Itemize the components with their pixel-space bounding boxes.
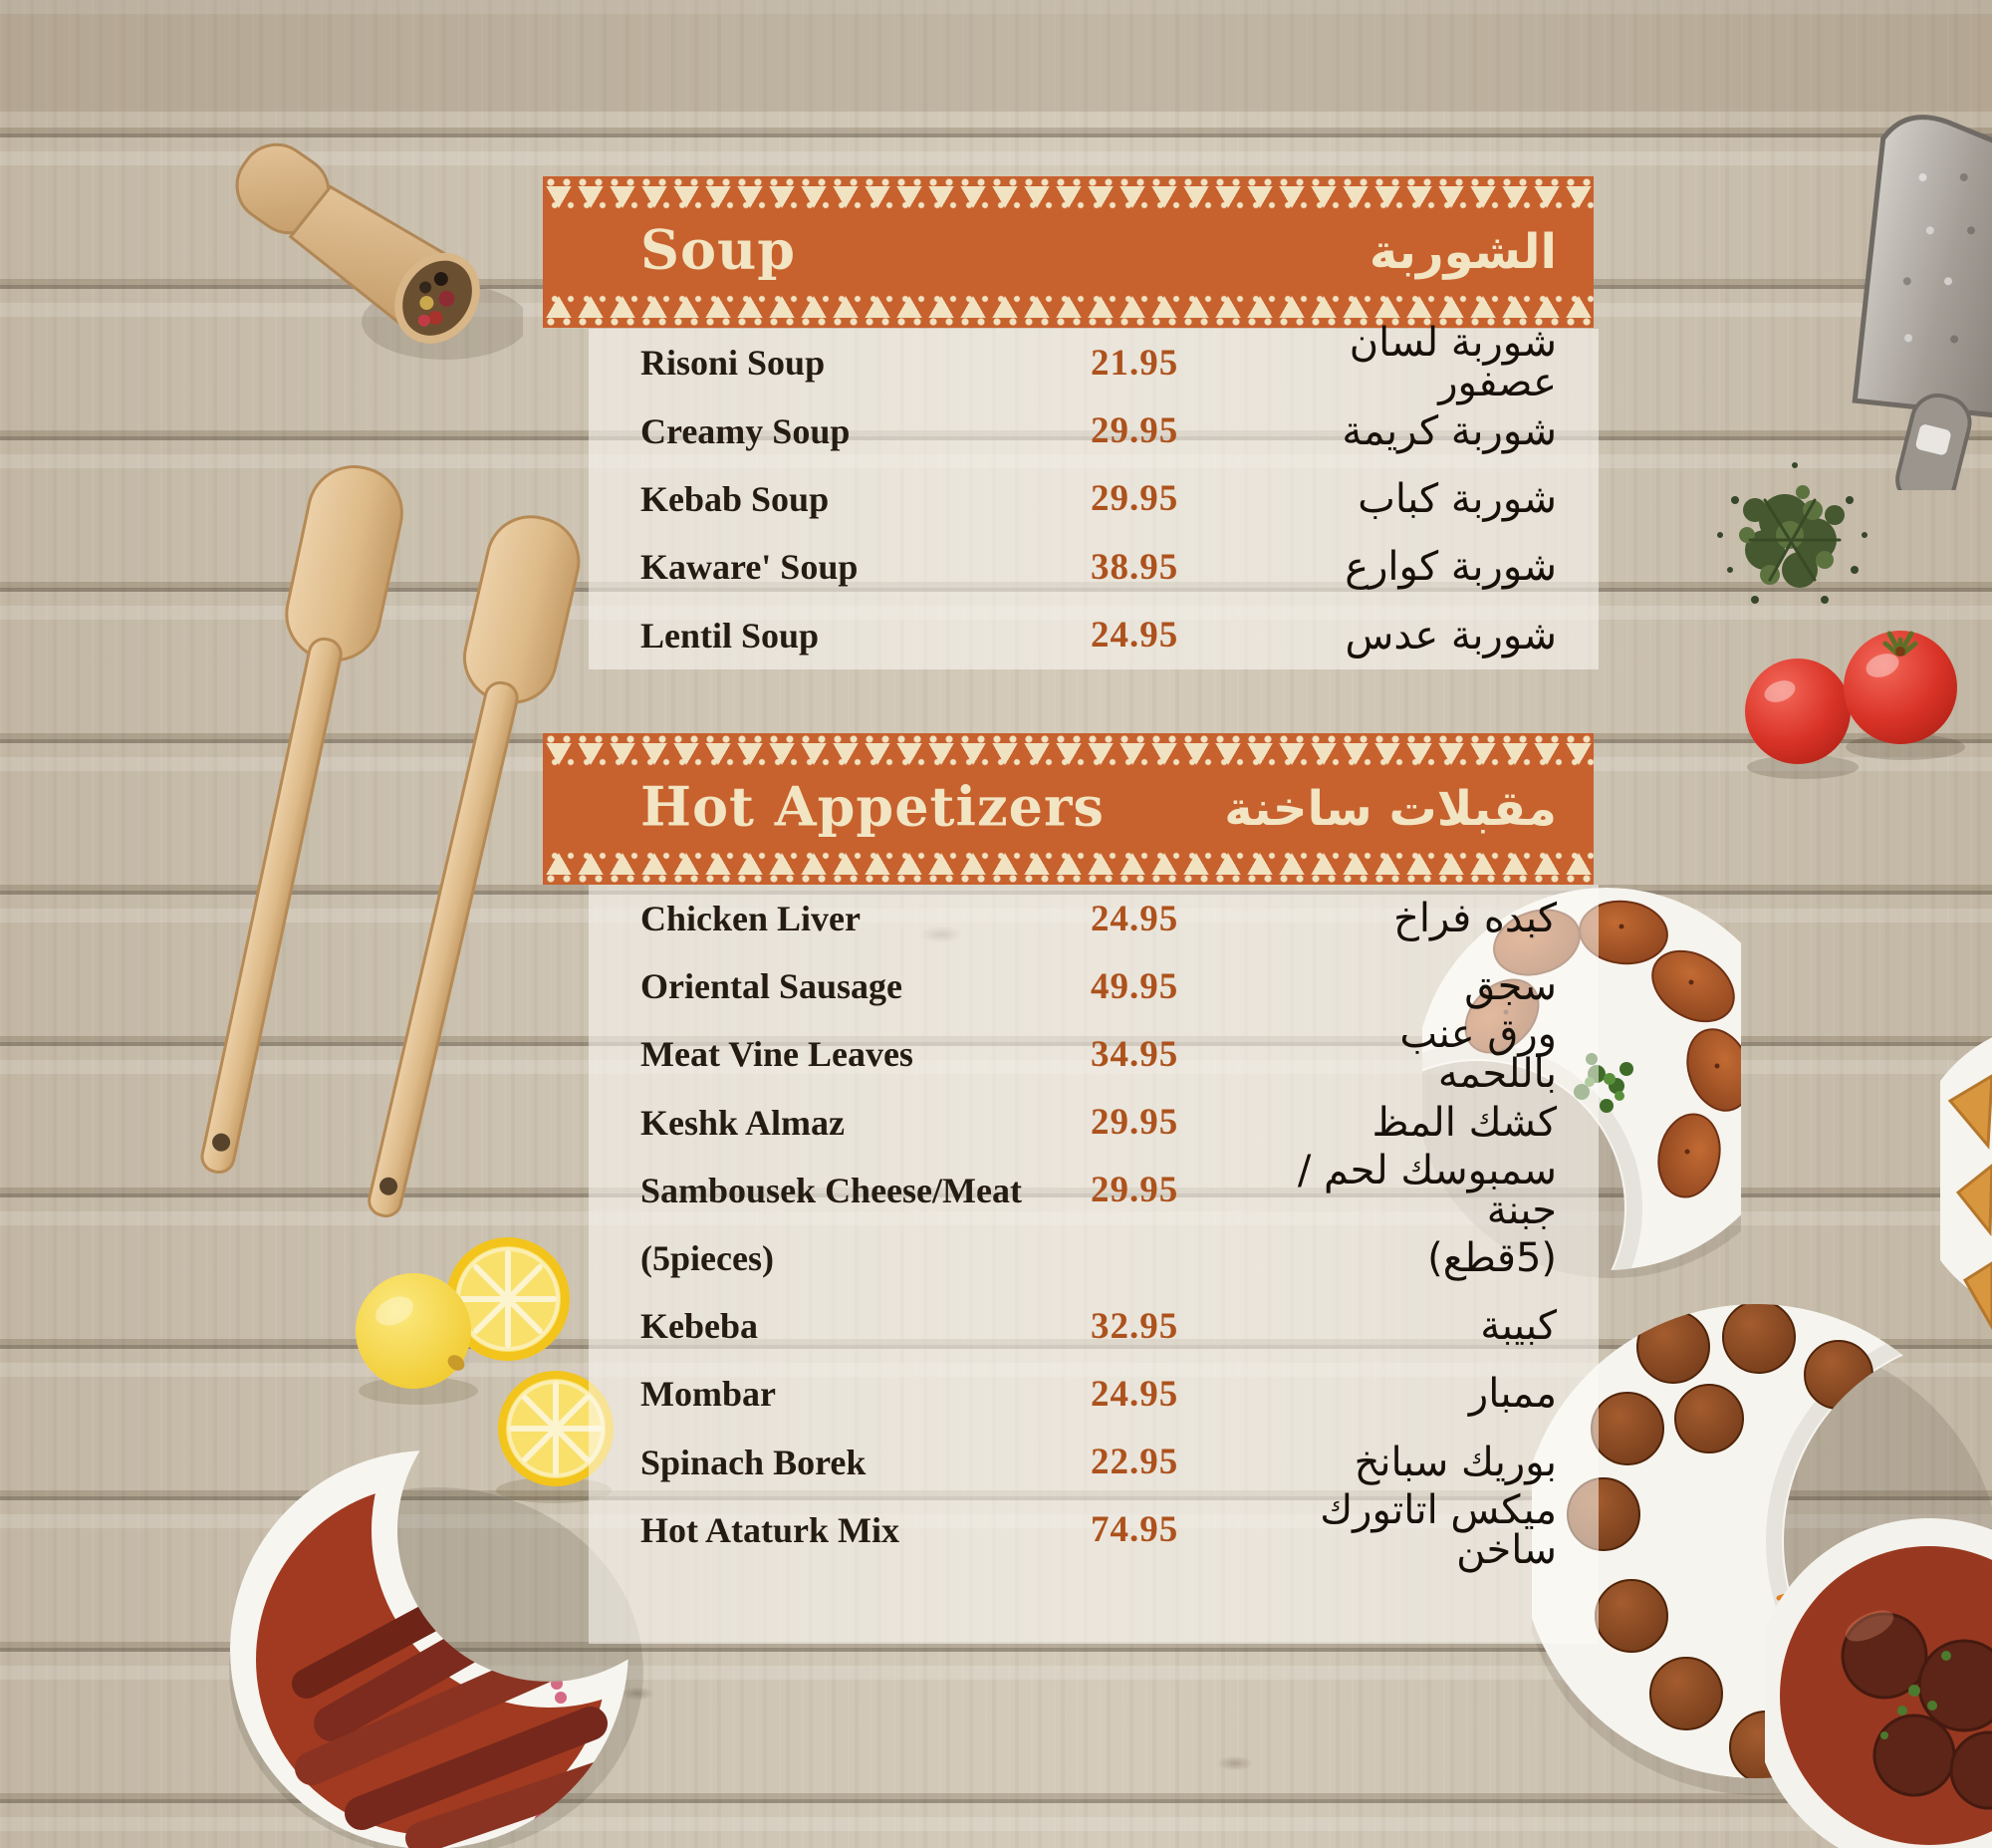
soup-title-en: Soup (640, 217, 797, 282)
item-price: 22.95 (1091, 1442, 1179, 1483)
menu-row: Keshk Almaz 29.95 كشك المظ (589, 1089, 1599, 1157)
menu-row: Kebab Soup 29.95 شوربة كباب (589, 465, 1599, 533)
menu-row: Hot Ataturk Mix 74.95 ميكس اتاتورك ساخن (589, 1490, 1599, 1570)
item-name-en: Kebeba (640, 1306, 759, 1347)
item-name-en: Mombar (640, 1374, 776, 1415)
menu-row: Oriental Sausage 49.95 سجق (589, 952, 1599, 1020)
menu-row: Chicken Liver 24.95 كبده فراخ (589, 885, 1599, 952)
item-price: 21.95 (1091, 342, 1179, 384)
item-name-ar: ممبار (1468, 1371, 1557, 1418)
item-name-ar: كبيبة (1480, 1303, 1557, 1350)
lace-border-top (543, 176, 1594, 209)
hot-appetizers-title-en: Hot Appetizers (640, 774, 1105, 839)
menu-row: Spinach Borek 22.95 بوريك سبانخ (589, 1429, 1599, 1496)
item-price: 49.95 (1091, 965, 1179, 1007)
spatulas-photo (200, 465, 581, 1218)
item-price: 32.95 (1091, 1305, 1179, 1347)
hot-appetizers-header-band: Hot Appetizers مقبلات ساخنة (543, 733, 1594, 885)
tomatoes-photo (1745, 631, 1965, 779)
herbs-photo (1717, 462, 1868, 604)
menu-row: Mombar 24.95 ممبار (589, 1360, 1599, 1428)
item-name-ar: ورق عنب باللحمه (1399, 1011, 1557, 1098)
stew-bowl-photo (1765, 1518, 1992, 1848)
lace-border-bottom (543, 852, 1594, 885)
item-name-ar: شوربة لسان عصفور (1349, 320, 1557, 406)
item-name-en: Sambousek Cheese/Meat (640, 1170, 1022, 1210)
item-name-en: Kebab Soup (640, 478, 830, 519)
item-name-ar: سمبوسك لحم /جبنة (1297, 1147, 1557, 1233)
menu-row: Creamy Soup 29.95 شوربة كريمة (589, 396, 1599, 464)
item-price: 38.95 (1091, 546, 1179, 588)
soup-items-panel: Risoni Soup 21.95 شوربة لسان عصفور Cream… (589, 323, 1599, 669)
item-name-ar: كبده فراخ (1393, 896, 1557, 942)
item-price: 24.95 (1091, 615, 1179, 657)
soup-title-ar: الشوربة (1369, 224, 1557, 280)
lemons-photo (356, 1237, 614, 1503)
item-name-en: Keshk Almaz (640, 1102, 846, 1143)
sausage-plate-photo (229, 1423, 655, 1848)
item-name-ar: كشك المظ (1371, 1099, 1557, 1146)
item-price: 29.95 (1091, 478, 1179, 520)
menu-row: Risoni Soup 21.95 شوربة لسان عصفور (589, 323, 1599, 402)
menu-row: Meat Vine Leaves 34.95 ورق عنب باللحمه (589, 1014, 1599, 1094)
soup-header: Soup الشوربة (543, 209, 1594, 295)
item-name-ar: بوريك سبانخ (1354, 1439, 1557, 1485)
item-price: 24.95 (1091, 1373, 1179, 1415)
hot-appetizers-header: Hot Appetizers مقبلات ساخنة (543, 766, 1594, 852)
item-name-en: Creamy Soup (640, 410, 851, 451)
item-name-ar: شوربة عدس (1345, 612, 1557, 659)
item-price: 29.95 (1091, 1102, 1179, 1144)
lace-border-top (543, 733, 1594, 766)
item-name-en: (5pieces) (640, 1238, 774, 1279)
item-name-en: Oriental Sausage (640, 966, 903, 1007)
grater-photo (1852, 115, 1992, 490)
item-price: 24.95 (1091, 898, 1179, 939)
item-name-en: Meat Vine Leaves (640, 1034, 913, 1075)
item-name-en: Lentil Soup (640, 615, 820, 656)
menu-row: Lentil Soup 24.95 شوربة عدس (589, 602, 1599, 669)
menu-row: Kebeba 32.95 كبيبة (589, 1292, 1599, 1360)
item-price: 34.95 (1091, 1033, 1179, 1075)
menu-row: Sambousek Cheese/Meat 29.95 سمبوسك لحم /… (589, 1151, 1599, 1230)
pastry-plate-photo (1940, 1037, 1992, 1331)
menu-row: (5pieces) (5قطع) (589, 1224, 1599, 1292)
item-price: 29.95 (1091, 1170, 1179, 1211)
item-name-ar: ميكس اتاتورك ساخن (1320, 1486, 1557, 1573)
item-name-en: Spinach Borek (640, 1442, 867, 1482)
item-name-ar: شوربة كوارع (1345, 544, 1557, 591)
item-price: 74.95 (1091, 1509, 1179, 1551)
item-name-ar: شوربة كباب (1358, 475, 1557, 522)
hot-appetizers-title-ar: مقبلات ساخنة (1224, 781, 1557, 837)
menu-row: Kaware' Soup 38.95 شوربة كوارع (589, 533, 1599, 601)
item-price: 29.95 (1091, 410, 1179, 452)
soup-header-band: Soup الشوربة (543, 176, 1594, 328)
item-name-ar: سجق (1464, 963, 1557, 1010)
item-name-ar: شوربة كريمة (1342, 407, 1557, 454)
item-name-en: Risoni Soup (640, 343, 826, 384)
hot-appetizers-items-panel: Chicken Liver 24.95 كبده فراخ Oriental S… (589, 885, 1599, 1644)
item-name-en: Kaware' Soup (640, 547, 859, 588)
wooden-scoop-photo (235, 142, 523, 360)
item-name-ar: (5قطع) (1427, 1235, 1557, 1282)
item-name-en: Hot Ataturk Mix (640, 1509, 899, 1550)
item-name-en: Chicken Liver (640, 899, 861, 939)
